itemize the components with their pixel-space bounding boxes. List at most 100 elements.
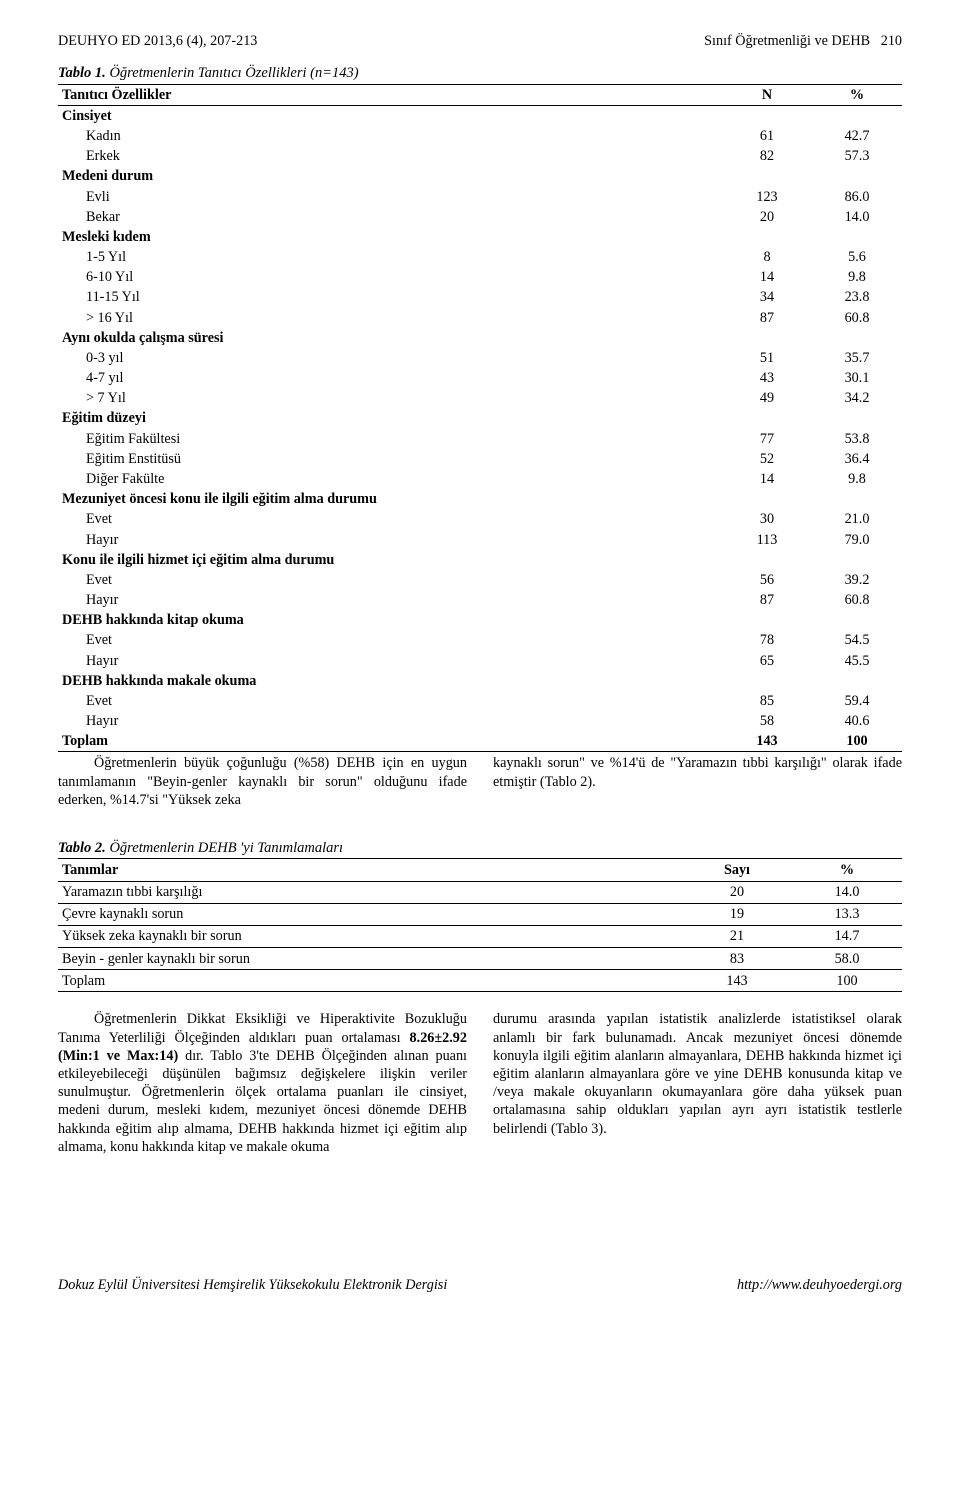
table1-row-pct: 42.7 xyxy=(812,126,902,146)
table1-row-label: > 16 Yıl xyxy=(58,308,722,328)
table2-row-pct: 14.7 xyxy=(792,925,902,947)
header-right: Sınıf Öğretmenliği ve DEHB 210 xyxy=(704,32,902,50)
page-footer: Dokuz Eylül Üniversitesi Hemşirelik Yüks… xyxy=(58,1276,902,1294)
table1-row-n: 14 xyxy=(722,267,812,287)
table1-row-n: 43 xyxy=(722,368,812,388)
table1-section-label: Aynı okulda çalışma süresi xyxy=(58,328,722,348)
table1-total-label: Toplam xyxy=(58,731,722,752)
table1-row-label: 6-10 Yıl xyxy=(58,267,722,287)
table1-row-n: 14 xyxy=(722,469,812,489)
table1-section-label: Konu ile ilgili hizmet içi eğitim alma d… xyxy=(58,550,722,570)
table1-section-label: DEHB hakkında makale okuma xyxy=(58,671,722,691)
table1-row-n: 52 xyxy=(722,449,812,469)
table1-row-n: 51 xyxy=(722,348,812,368)
table1-row-n: 34 xyxy=(722,287,812,307)
table1-row-pct: 40.6 xyxy=(812,711,902,731)
mid-para-left: Öğretmenlerin büyük çoğunluğu (%58) DEHB… xyxy=(58,754,467,809)
table1-row-label: Hayır xyxy=(58,590,722,610)
table1-col3: % xyxy=(812,84,902,105)
table1-row-pct: 45.5 xyxy=(812,651,902,671)
table1-section-label: Medeni durum xyxy=(58,166,722,186)
table1-row-pct: 57.3 xyxy=(812,146,902,166)
table1-row-label: 0-3 yıl xyxy=(58,348,722,368)
table1-row-label: Evet xyxy=(58,630,722,650)
table1-row-label: Evli xyxy=(58,187,722,207)
table1-row-n: 65 xyxy=(722,651,812,671)
table2-row-pct: 13.3 xyxy=(792,903,902,925)
footer-right: http://www.deuhyoedergi.org xyxy=(737,1276,902,1294)
table2-row-n: 19 xyxy=(682,903,792,925)
table1-row-label: Evet xyxy=(58,691,722,711)
table1-col2: N xyxy=(722,84,812,105)
table1-row-n: 87 xyxy=(722,308,812,328)
table1-row-n: 82 xyxy=(722,146,812,166)
table1-row-label: Evet xyxy=(58,570,722,590)
table1-row-n: 78 xyxy=(722,630,812,650)
table2-row-n: 20 xyxy=(682,881,792,903)
table1-row-n: 85 xyxy=(722,691,812,711)
table1-row-label: Hayır xyxy=(58,651,722,671)
table2-caption: Tablo 2. Öğretmenlerin DEHB 'yi Tanımlam… xyxy=(58,839,902,858)
table2-row-label: Çevre kaynaklı sorun xyxy=(58,903,682,925)
table1-row-label: Eğitim Enstitüsü xyxy=(58,449,722,469)
table1-row-pct: 9.8 xyxy=(812,469,902,489)
table1-row-label: Diğer Fakülte xyxy=(58,469,722,489)
table1-row-label: 1-5 Yıl xyxy=(58,247,722,267)
table2-row-n: 83 xyxy=(682,948,792,970)
table2-row-label: Beyin - genler kaynaklı bir sorun xyxy=(58,948,682,970)
page-header: DEUHYO ED 2013,6 (4), 207-213 Sınıf Öğre… xyxy=(58,32,902,50)
table1-row-pct: 21.0 xyxy=(812,509,902,529)
table2-total-label: Toplam xyxy=(58,970,682,992)
table1: Tanıtıcı Özellikler N % CinsiyetKadın614… xyxy=(58,84,902,753)
table2-row-pct: 14.0 xyxy=(792,881,902,903)
table1-row-n: 77 xyxy=(722,429,812,449)
table1-row-n: 61 xyxy=(722,126,812,146)
table1-row-n: 56 xyxy=(722,570,812,590)
table1-section-label: Eğitim düzeyi xyxy=(58,408,722,428)
body-para-right: durumu arasında yapılan istatistik anali… xyxy=(493,1010,902,1155)
table1-section-label: Mezuniyet öncesi konu ile ilgili eğitim … xyxy=(58,489,722,509)
table1-total-n: 143 xyxy=(722,731,812,752)
table1-row-label: Erkek xyxy=(58,146,722,166)
table2-col1: Tanımlar xyxy=(58,859,682,881)
table1-row-label: Kadın xyxy=(58,126,722,146)
table2-col3: % xyxy=(792,859,902,881)
table1-row-pct: 54.5 xyxy=(812,630,902,650)
table1-row-pct: 30.1 xyxy=(812,368,902,388)
table2-row-pct: 58.0 xyxy=(792,948,902,970)
table1-row-n: 30 xyxy=(722,509,812,529)
table1-row-pct: 34.2 xyxy=(812,388,902,408)
table2-col2: Sayı xyxy=(682,859,792,881)
table1-row-n: 87 xyxy=(722,590,812,610)
table1-caption: Tablo 1. Öğretmenlerin Tanıtıcı Özellikl… xyxy=(58,64,902,83)
body-para-left: Öğretmenlerin Dikkat Eksikliği ve Hipera… xyxy=(58,1010,467,1155)
table1-row-pct: 60.8 xyxy=(812,590,902,610)
table1-row-label: 11-15 Yıl xyxy=(58,287,722,307)
table1-row-pct: 14.0 xyxy=(812,207,902,227)
table1-row-n: 58 xyxy=(722,711,812,731)
table1-section-label: DEHB hakkında kitap okuma xyxy=(58,610,722,630)
table1-row-pct: 23.8 xyxy=(812,287,902,307)
table2-total-n: 143 xyxy=(682,970,792,992)
table1-row-label: Hayır xyxy=(58,711,722,731)
table2-row-n: 21 xyxy=(682,925,792,947)
table1-row-n: 113 xyxy=(722,530,812,550)
table1-row-n: 49 xyxy=(722,388,812,408)
footer-left: Dokuz Eylül Üniversitesi Hemşirelik Yüks… xyxy=(58,1276,447,1294)
table1-row-pct: 59.4 xyxy=(812,691,902,711)
table1-row-pct: 39.2 xyxy=(812,570,902,590)
mid-para-right: kaynaklı sorun" ve %14'ü de "Yaramazın t… xyxy=(493,754,902,809)
table1-row-pct: 86.0 xyxy=(812,187,902,207)
table1-section-label: Mesleki kıdem xyxy=(58,227,722,247)
header-left: DEUHYO ED 2013,6 (4), 207-213 xyxy=(58,32,257,50)
table1-row-n: 20 xyxy=(722,207,812,227)
table1-total-pct: 100 xyxy=(812,731,902,752)
table1-row-label: Evet xyxy=(58,509,722,529)
table2-row-label: Yaramazın tıbbi karşılığı xyxy=(58,881,682,903)
table2: Tanımlar Sayı % Yaramazın tıbbi karşılığ… xyxy=(58,858,902,992)
table1-row-pct: 9.8 xyxy=(812,267,902,287)
table1-row-n: 8 xyxy=(722,247,812,267)
table1-row-pct: 53.8 xyxy=(812,429,902,449)
table1-row-label: Bekar xyxy=(58,207,722,227)
table1-row-label: Hayır xyxy=(58,530,722,550)
